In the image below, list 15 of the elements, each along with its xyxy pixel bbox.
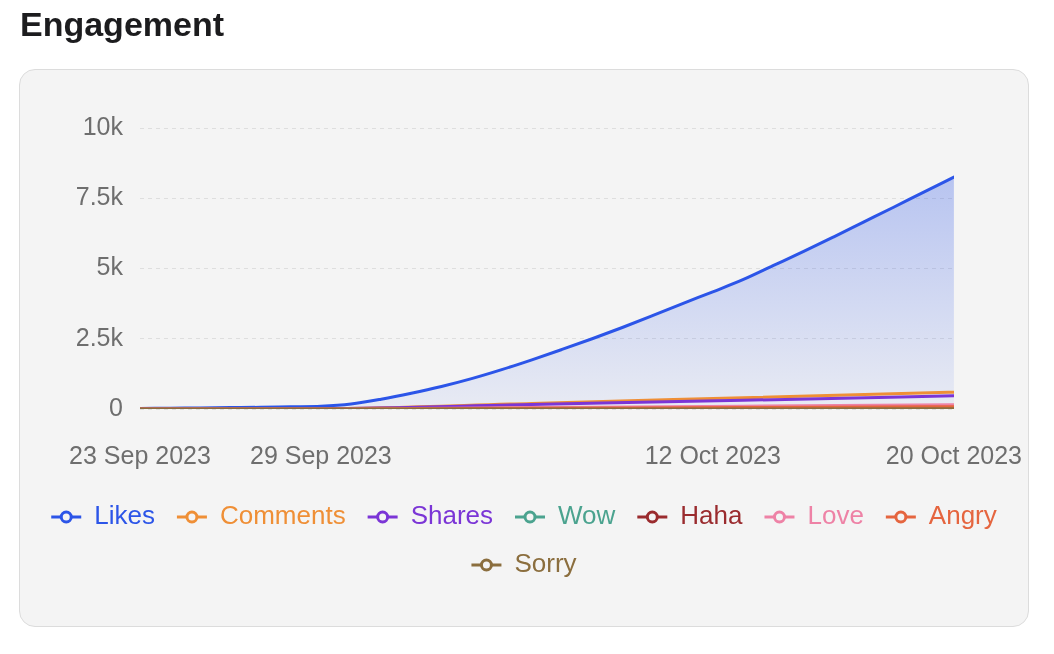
- y-tick-label: 0: [109, 392, 123, 421]
- legend-label: Comments: [219, 500, 346, 531]
- x-tick-label: 29 Sep 2023: [249, 440, 392, 469]
- legend-label: Sorry: [514, 548, 577, 579]
- x-tick-label: 12 Oct 2023: [644, 440, 781, 469]
- legend-label: Angry: [928, 500, 997, 531]
- chart-title: Engagement: [20, 4, 225, 44]
- legend-label: Shares: [410, 500, 494, 531]
- legend-label: Likes: [94, 500, 155, 531]
- y-tick-label: 10k: [82, 111, 124, 140]
- legend-label: Love: [807, 500, 864, 531]
- x-tick-label: 20 Oct 2023: [885, 440, 1023, 469]
- legend-label: Wow: [558, 500, 616, 531]
- legend-label: Haha: [680, 500, 744, 531]
- x-tick-label: 23 Sep 2023: [69, 440, 211, 469]
